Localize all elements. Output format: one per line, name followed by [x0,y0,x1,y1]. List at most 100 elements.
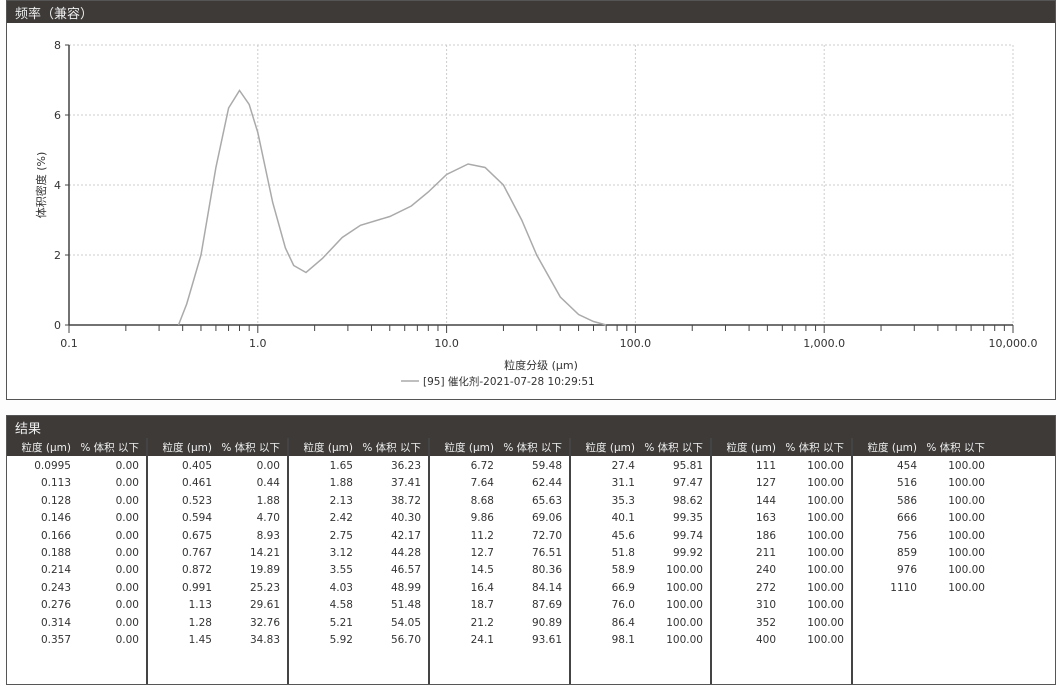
size-cell: 111 [755,460,776,472]
size-cell: 51.8 [611,546,635,559]
table-row: 586 100.00 [853,493,1055,510]
percent-header: % 体积 以下 [926,441,985,454]
size-cell: 66.9 [611,581,635,594]
table-row: 1110 100.00 [853,580,1055,597]
table-row: 9.86 69.06 [430,510,569,527]
column-header-row: 粒度 (μm) % 体积 以下 [712,438,851,456]
percent-cell: 100.00 [948,546,985,559]
table-row: 98.1 100.00 [571,632,710,649]
table-row: 0.314 0.00 [7,615,146,632]
size-cell: 211 [755,546,776,559]
size-cell: 16.4 [470,581,494,594]
table-row: 1.88 37.41 [289,475,428,492]
table-row: 45.6 99.74 [571,528,710,545]
legend-entry: [95] 催化剂-2021-07-28 10:29:51 [423,375,595,388]
percent-cell: 100.00 [807,494,844,507]
percent-cell: 100.00 [807,546,844,559]
size-cell: 516 [896,477,917,490]
size-cell: 0.214 [40,564,71,577]
percent-cell: 65.63 [531,494,562,507]
size-cell: 0.991 [181,581,212,594]
percent-cell: 0.00 [115,564,139,577]
percent-cell: 0.00 [115,529,139,542]
table-row: 18.7 87.69 [430,597,569,614]
percent-cell: 100.00 [666,616,703,629]
table-row: 240 100.00 [712,562,851,579]
size-cell: 0.188 [40,546,71,559]
percent-cell: 100.00 [666,599,703,612]
results-table: 粒度 (μm)% 体积 以下 0.0995 0.00 0.113 0.00 0.128 0.… [7,438,1055,684]
table-row: 11.2 72.70 [430,528,569,545]
size-cell: 4.58 [329,599,353,612]
table-row: 310 100.00 [712,597,851,614]
size-header: 粒度 (μm) [867,441,917,454]
column-header-row: 粒度 (μm) % 体积 以下 [430,438,569,456]
frequency-chart: 0 2 4 6 8 0.1 1.0 10.0 100.0 1,000.0 10,000.0 粒度分级 … [34,39,1037,388]
size-cell: 21.2 [470,616,494,629]
table-row: 127 100.00 [712,475,851,492]
percent-cell: 0.00 [115,460,139,472]
percent-cell: 0.00 [256,460,280,472]
table-row: 0.128 0.00 [7,493,146,510]
table-row: 7.64 62.44 [430,475,569,492]
size-cell: 0.872 [181,564,212,577]
size-cell: 0.357 [40,633,71,646]
percent-cell: 0.00 [115,477,139,490]
size-cell: 2.42 [329,512,353,525]
percent-cell: 100.00 [948,564,985,577]
size-cell: 5.92 [329,633,353,646]
table-row: 0.357 0.00 [7,632,146,649]
results-column-group: 粒度 (μm)% 体积 以下 0.0995 0.00 0.113 0.00 0.128 0.… [7,438,148,684]
size-cell: 2.13 [329,494,353,507]
percent-header: % 体积 以下 [644,441,703,454]
percent-cell: 32.76 [249,616,280,629]
percent-cell: 90.89 [531,616,562,629]
percent-cell: 100.00 [807,460,844,472]
size-cell: 8.68 [470,494,494,507]
size-cell: 3.12 [329,546,353,559]
table-row: 0.188 0.00 [7,545,146,562]
size-header: 粒度 (μm) [21,441,71,454]
percent-cell: 0.00 [115,633,139,646]
size-cell: 144 [755,494,776,507]
size-cell: 1.88 [329,477,353,490]
size-cell: 0.523 [181,494,212,507]
size-cell: 1110 [890,581,917,594]
percent-cell: 25.23 [249,581,280,594]
results-column-group: 粒度 (μm) % 体积 以下 6.72 59.48 7.64 62.44 8.68 65.6… [430,438,571,684]
percent-cell: 100.00 [948,494,985,507]
percent-cell: 54.05 [390,616,421,629]
table-row: 66.9 100.00 [571,580,710,597]
results-column-group: 粒度 (μm) % 体积 以下 1.65 36.23 1.88 37.41 2.13 38.7… [289,438,430,684]
percent-cell: 100.00 [666,581,703,594]
percent-cell: 100.00 [948,460,985,472]
size-cell: 86.4 [611,616,635,629]
percent-cell: 48.99 [390,581,421,594]
percent-cell: 8.93 [256,529,280,542]
table-row: 400 100.00 [712,632,851,649]
table-row: 27.4 95.81 [571,458,710,475]
size-cell: 58.9 [611,564,635,577]
size-cell: 163 [755,512,776,525]
size-cell: 24.1 [470,633,494,646]
table-row: 24.1 93.61 [430,632,569,649]
table-row: 0.405 0.00 [148,458,287,475]
size-header: 粒度 (μm) [444,441,494,454]
size-cell: 859 [896,546,917,559]
table-row: 0.0995 0.00 [7,458,146,475]
table-row: 16.4 84.14 [430,580,569,597]
table-row: 35.3 98.62 [571,493,710,510]
percent-cell: 100.00 [666,633,703,646]
table-row: 5.21 54.05 [289,615,428,632]
size-cell: 14.5 [470,564,494,577]
size-cell: 9.86 [470,512,494,525]
table-row: 163 100.00 [712,510,851,527]
size-cell: 0.276 [40,599,71,612]
table-row: 31.1 97.47 [571,475,710,492]
table-row: 3.12 44.28 [289,545,428,562]
size-cell: 0.675 [181,529,212,542]
percent-cell: 51.48 [390,599,421,612]
table-row: 3.55 46.57 [289,562,428,579]
percent-cell: 100.00 [948,581,985,594]
size-cell: 0.166 [40,529,71,542]
